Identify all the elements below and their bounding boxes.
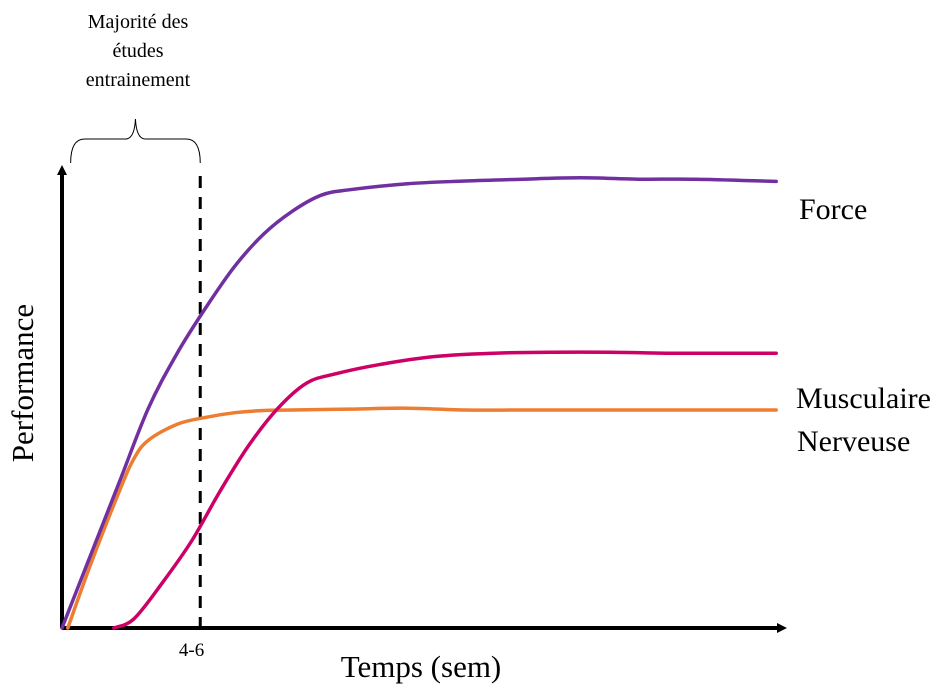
series-line-force <box>60 176 778 630</box>
series-label-force: Force <box>799 193 867 226</box>
x-tick-label: 4-6 <box>179 640 204 661</box>
x-axis-title: Temps (sem) <box>341 649 502 684</box>
annotation-line-1: Majorité des <box>88 11 189 33</box>
annotation-line-3: entrainement <box>86 69 191 91</box>
study-annotation: Majorité des études entrainement <box>70 11 202 628</box>
annotation-brace <box>70 118 201 164</box>
series-line-nerveuse <box>66 406 778 630</box>
y-axis-title: Performance <box>5 304 40 462</box>
series-layer <box>60 176 778 630</box>
annotation-line-2: études <box>112 40 163 62</box>
series-label-musculaire: Musculaire <box>796 382 931 415</box>
series-label-nerveuse: Nerveuse <box>797 425 910 458</box>
series-line-musculaire <box>112 350 778 630</box>
